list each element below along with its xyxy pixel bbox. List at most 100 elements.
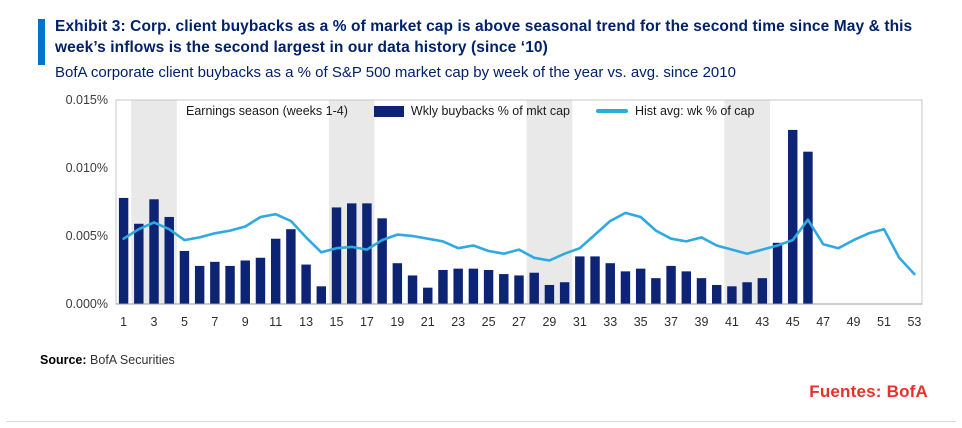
weekly-buyback-bar <box>696 278 707 305</box>
weekly-buyback-bar <box>499 274 509 305</box>
weekly-buyback-bar <box>788 130 798 305</box>
weekly-buyback-bar <box>514 275 524 305</box>
buybacks-chart: 0.000% 0.005% 0.010% 0.015% 1 3 5 7 9 11 13 15 17 19 2… <box>38 92 934 341</box>
x-tick-label: 31 <box>573 315 587 329</box>
weekly-buyback-bar <box>590 256 600 305</box>
weekly-buyback-bar <box>757 278 768 305</box>
weekly-buyback-bar <box>240 260 250 305</box>
x-tick-label: 39 <box>695 315 709 329</box>
line-legend-swatch <box>595 109 628 114</box>
weekly-buyback-bar <box>149 199 159 305</box>
weekly-buyback-bar <box>681 271 691 305</box>
weekly-buyback-bar <box>347 203 357 305</box>
x-tick-label: 43 <box>755 315 769 329</box>
weekly-buyback-bar <box>407 275 418 305</box>
x-tick-label: 53 <box>907 315 921 329</box>
weekly-buyback-bar <box>377 218 387 305</box>
weekly-buyback-bar <box>194 266 205 305</box>
legend-item-earnings: Earnings season (weeks 1-4) <box>186 104 348 118</box>
buybacks-chart-svg: 0.000%0.005%0.010%0.015%1 3 5 7 9 11 13 15 17 19 2… <box>66 93 923 329</box>
title-accent-bar <box>38 19 45 65</box>
weekly-buyback-bar <box>331 207 342 305</box>
legend-earnings-label: Earnings season (weeks 1-4) <box>186 104 348 119</box>
x-tick-label: 37 <box>664 315 678 329</box>
weekly-buyback-bar <box>620 271 631 305</box>
x-tick-label: 47 <box>816 315 830 329</box>
x-tick-label: 45 <box>786 315 800 329</box>
weekly-buyback-bar <box>559 282 570 305</box>
earnings-season-band <box>526 100 573 305</box>
exhibit-title: Exhibit 3: Corp. client buybacks as a % … <box>55 18 913 57</box>
weekly-buyback-bar <box>468 268 479 305</box>
x-tick-label: 11 <box>269 315 282 329</box>
weekly-buyback-bar <box>483 270 494 305</box>
weekly-buyback-bar <box>529 272 539 305</box>
weekly-buyback-bar <box>544 285 555 305</box>
weekly-buyback-bar <box>316 286 327 305</box>
legend-item-bars: Wkly buybacks % of mkt cap <box>373 104 570 119</box>
weekly-buyback-bar <box>666 266 676 305</box>
weekly-buyback-bar <box>255 258 266 305</box>
weekly-buyback-bar <box>392 263 403 305</box>
weekly-buyback-bar <box>301 264 311 305</box>
weekly-buyback-bar <box>362 203 372 305</box>
x-tick-label: 13 <box>299 315 313 329</box>
x-tick-label: 9 <box>242 315 249 329</box>
x-tick-label: 23 <box>451 315 465 329</box>
weekly-buyback-bar <box>742 282 752 305</box>
legend-bars-label: Wkly buybacks % of mkt cap <box>410 104 570 119</box>
weekly-buyback-bar <box>118 198 129 305</box>
weekly-buyback-bar <box>772 243 783 305</box>
x-tick-label: 1 <box>120 315 127 329</box>
legend-item-line: Hist avg: wk % of cap <box>595 104 755 119</box>
x-tick-label: 27 <box>512 315 526 329</box>
weekly-buyback-bar <box>270 238 281 305</box>
plot-border <box>115 99 923 305</box>
weekly-buyback-bar <box>803 151 813 305</box>
x-tick-label: 49 <box>847 315 861 329</box>
x-tick-label: 21 <box>421 315 435 329</box>
weekly-buyback-bar <box>423 287 433 305</box>
x-tick-label: 15 <box>330 315 344 329</box>
x-tick-label: 29 <box>542 315 556 329</box>
hist-avg-line <box>122 211 916 276</box>
y-tick-label: 0.015% <box>66 93 108 107</box>
bars-legend-swatch <box>373 105 404 117</box>
x-tick-label: 19 <box>390 315 404 329</box>
source-label: Source: <box>40 353 87 368</box>
x-tick-label: 5 <box>181 315 188 329</box>
y-tick-label: 0.000% <box>66 297 108 311</box>
x-tick-label: 35 <box>634 315 648 329</box>
weekly-buyback-bar <box>164 217 174 305</box>
weekly-buyback-bar <box>225 266 235 305</box>
x-tick-label: 7 <box>211 315 218 329</box>
weekly-buyback-bar <box>575 256 585 305</box>
x-tick-label: 17 <box>360 315 374 329</box>
weekly-buyback-bar <box>605 263 615 305</box>
x-tick-label: 51 <box>877 315 891 329</box>
exhibit-subtitle: BofA corporate client buybacks as a % of… <box>55 63 736 81</box>
weekly-buyback-bar <box>179 251 190 305</box>
weekly-buyback-bar <box>453 268 463 305</box>
bottom-divider <box>6 421 956 422</box>
weekly-buyback-bar <box>210 262 220 305</box>
chart-legend: Earnings season (weeks 1-4) Wkly buyback… <box>186 104 754 118</box>
x-tick-label: 41 <box>725 315 739 329</box>
y-tick-label: 0.010% <box>66 161 108 175</box>
weekly-buyback-bar <box>727 286 737 305</box>
weekly-buyback-bar <box>651 278 661 305</box>
x-tick-label: 33 <box>603 315 617 329</box>
weekly-buyback-bar <box>438 270 448 305</box>
weekly-buyback-bar <box>286 229 296 305</box>
x-tick-label: 3 <box>151 315 158 329</box>
header-text: Exhibit 3: Corp. client buybacks as a % … <box>55 16 934 82</box>
earnings-season-band <box>724 100 770 305</box>
weekly-buyback-bar <box>134 224 144 305</box>
legend-line-label: Hist avg: wk % of cap <box>634 104 755 119</box>
weekly-buyback-bar <box>635 268 646 305</box>
source-line: Source: BofA Securities <box>38 353 934 367</box>
exhibit-header: Exhibit 3: Corp. client buybacks as a % … <box>38 16 934 82</box>
weekly-buyback-bar <box>711 285 722 305</box>
source-value: BofA Securities <box>90 353 175 368</box>
